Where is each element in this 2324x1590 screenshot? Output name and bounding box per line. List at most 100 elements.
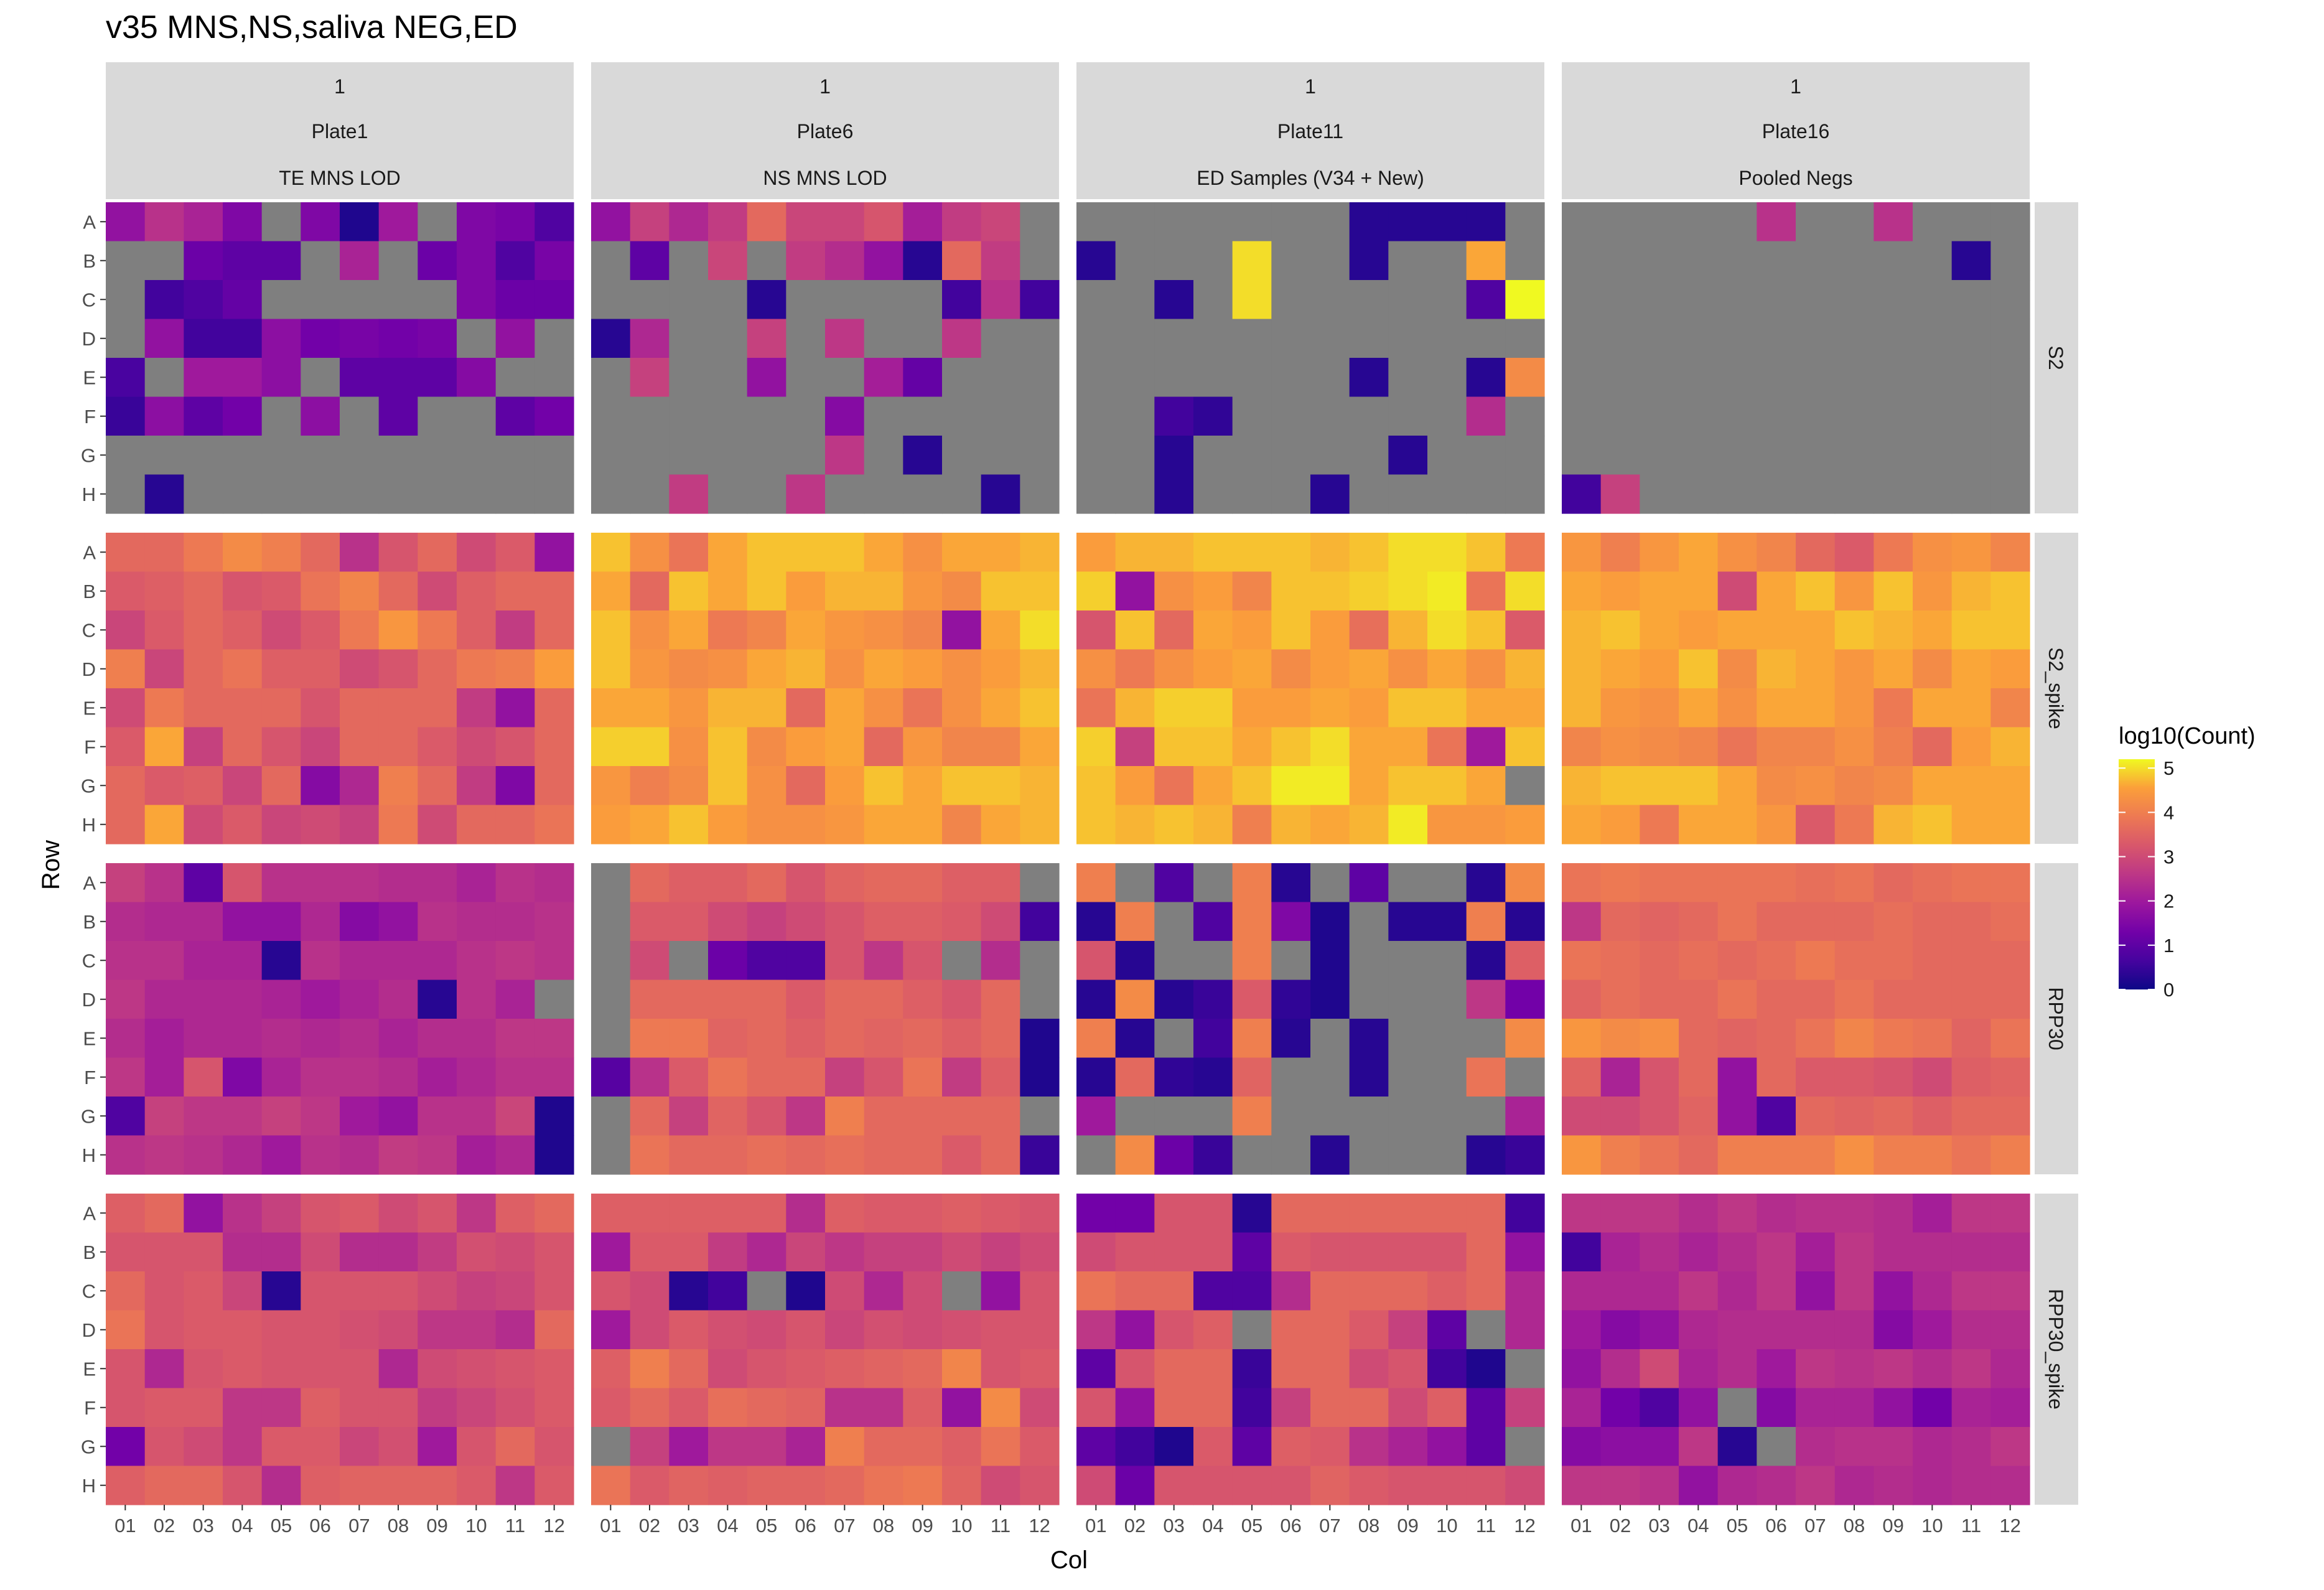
heatmap-cell (106, 1057, 146, 1097)
x-tick-label: 09 (1397, 1515, 1418, 1536)
x-tick-label: 11 (1961, 1515, 1981, 1536)
heatmap-cell (708, 1427, 748, 1467)
heatmap-cell (495, 1194, 535, 1233)
heatmap-cell (184, 863, 223, 903)
heatmap-cell (942, 1310, 982, 1350)
heatmap-cell (261, 533, 301, 573)
heatmap-cell (591, 805, 631, 844)
heatmap-cell (1913, 474, 1953, 514)
heatmap-cell (1640, 863, 1679, 903)
heatmap-cell (747, 280, 786, 320)
heatmap-cell (1951, 1135, 1991, 1175)
heatmap-cell (786, 1349, 826, 1389)
heatmap-cell (301, 280, 340, 320)
heatmap-cell (1990, 1097, 2030, 1136)
heatmap-cell (630, 358, 670, 398)
heatmap-cell (1600, 688, 1640, 728)
heatmap-cell (1427, 902, 1467, 942)
heatmap-cell (825, 533, 865, 573)
heatmap-cell (1271, 319, 1311, 358)
heatmap-cell (942, 1097, 982, 1136)
heatmap-cell (1388, 1097, 1428, 1136)
heatmap-cell (457, 863, 497, 903)
heatmap-cell (1349, 533, 1389, 573)
heatmap-cell (747, 571, 786, 611)
heatmap-cell (1466, 436, 1506, 475)
heatmap-cell (1505, 1057, 1545, 1097)
x-tick-label: 05 (1727, 1515, 1748, 1536)
heatmap-cell (261, 1466, 301, 1505)
heatmap-cell (1232, 863, 1272, 903)
heatmap-cell (418, 396, 457, 436)
heatmap-cell (1388, 319, 1428, 358)
heatmap-cell (864, 1466, 903, 1505)
heatmap-cell (1640, 805, 1679, 844)
heatmap-cell (1271, 610, 1311, 650)
heatmap-cell (378, 241, 418, 281)
heatmap-cell (1640, 1466, 1679, 1505)
heatmap-cell (1154, 358, 1194, 398)
heatmap-cell (1913, 766, 1953, 806)
heatmap-cell (708, 1310, 748, 1350)
heatmap-cell (1271, 571, 1311, 611)
heatmap-cell (942, 1194, 982, 1233)
heatmap-cell (1232, 319, 1272, 358)
heatmap-cell (825, 805, 865, 844)
heatmap-cell (106, 902, 146, 942)
heatmap-cell (747, 1427, 786, 1467)
heatmap-cell (864, 1388, 903, 1428)
heatmap-cell (786, 863, 826, 903)
heatmap-cell (1349, 202, 1389, 242)
heatmap-cell (1562, 1097, 1602, 1136)
heatmap-cell (378, 474, 418, 514)
heatmap-cell (223, 941, 263, 981)
heatmap-cell (184, 727, 223, 767)
heatmap-cell (534, 941, 574, 981)
heatmap-cell (534, 436, 574, 475)
heatmap-cell (1427, 1019, 1467, 1059)
heatmap-cell (1679, 1310, 1719, 1350)
y-tick-label: B (83, 1242, 96, 1263)
heatmap-cell (630, 280, 670, 320)
heatmap-cell (1913, 319, 1953, 358)
heatmap-cell (1562, 571, 1602, 611)
heatmap-cell (261, 241, 301, 281)
heatmap-cell (1913, 396, 1953, 436)
heatmap-cell (1349, 241, 1389, 281)
heatmap-cell (1193, 1019, 1233, 1059)
heatmap-cell (223, 1097, 263, 1136)
heatmap-cell (106, 863, 146, 903)
heatmap-cell (534, 727, 574, 767)
heatmap-cell (1757, 358, 1796, 398)
heatmap-cell (1757, 571, 1796, 611)
heatmap-cell (864, 358, 903, 398)
heatmap-cell (1834, 474, 1874, 514)
heatmap-cell (495, 571, 535, 611)
heatmap-cell (1388, 1194, 1428, 1233)
heatmap-cell (1466, 1057, 1506, 1097)
heatmap-cell (495, 863, 535, 903)
heatmap-cell (495, 941, 535, 981)
legend-tick-label: 2 (2163, 891, 2174, 912)
heatmap-cell (942, 1349, 982, 1389)
heatmap-cell (1020, 280, 1060, 320)
heatmap-cell (1154, 610, 1194, 650)
heatmap-cell (1796, 1271, 1836, 1311)
heatmap-cell (534, 1388, 574, 1428)
heatmap-cell (1271, 396, 1311, 436)
heatmap-cell (223, 1019, 263, 1059)
heatmap-cell (1020, 1427, 1060, 1467)
heatmap-cell (825, 1057, 865, 1097)
x-tick-label: 03 (678, 1515, 699, 1536)
heatmap-cell (669, 980, 709, 1019)
heatmap-cell (457, 766, 497, 806)
heatmap-cell (184, 1271, 223, 1311)
heatmap-cell (1427, 202, 1467, 242)
heatmap-cell (1717, 1097, 1757, 1136)
facet-strip-label-top: 1 (1790, 75, 1801, 98)
heatmap-cell (747, 1466, 786, 1505)
heatmap-cell (1562, 1135, 1602, 1175)
heatmap-cell (1717, 941, 1757, 981)
heatmap-cell (144, 1057, 184, 1097)
heatmap-cell (534, 688, 574, 728)
